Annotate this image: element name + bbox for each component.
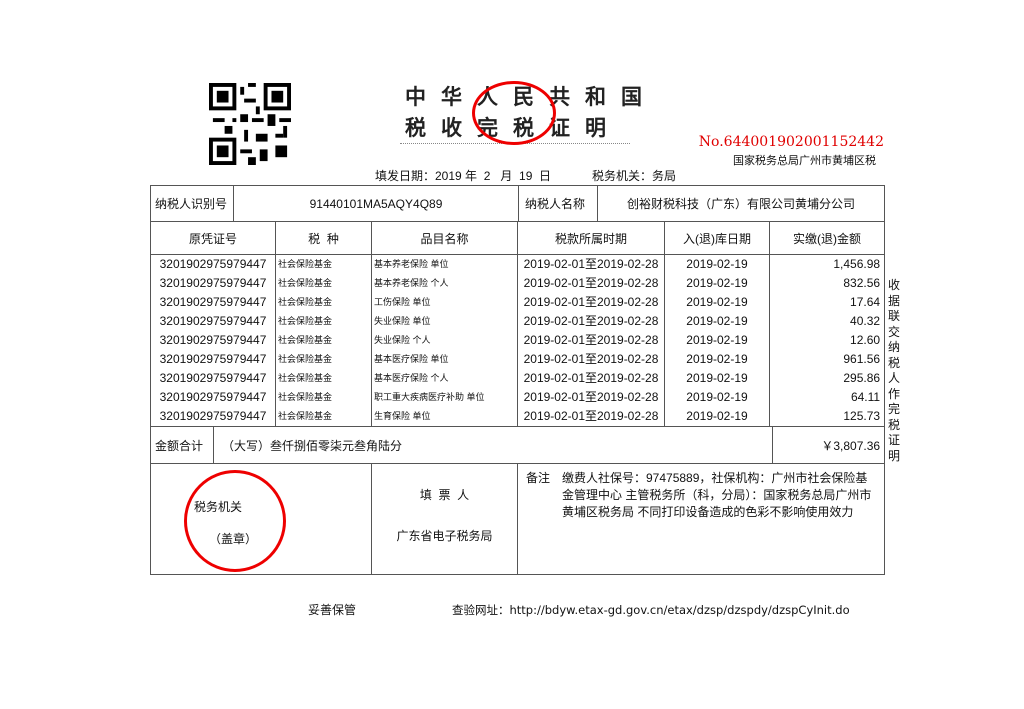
table-row: 3201902975979447 社会保险基金 基本医疗保险 个人 2019-02-0… (150, 369, 886, 388)
item-name: 基本医疗保险 个人 (371, 369, 518, 388)
col-header-amount: 实缴(退)金额 (768, 221, 886, 255)
storage-date: 2019-02-19 (664, 369, 770, 388)
tax-type: 社会保险基金 (275, 350, 372, 369)
voucher-number: 3201902975979447 (150, 407, 276, 427)
taxpayer-name: 创裕财税科技（广东）有限公司黄埔分公司 (627, 197, 856, 211)
seal-cell: 税务机关 （盖章） (150, 463, 372, 575)
table-row: 3201902975979447 社会保险基金 基本养老保险 单位 2019-02-0… (150, 254, 886, 274)
storage-date: 2019-02-19 (664, 254, 770, 274)
issue-date: 填发日期：2019 年 2 月 19 日 (375, 169, 552, 183)
item-name: 失业保险 个人 (371, 331, 518, 350)
verify-url[interactable]: 查验网址：http://bdyw.etax-gd.gov.cn/etax/dzs… (452, 603, 850, 617)
authority-seal-label: 税务机关 (194, 500, 243, 514)
tax-type: 社会保险基金 (275, 388, 372, 407)
voucher-number: 3201902975979447 (150, 254, 276, 274)
storage-date: 2019-02-19 (664, 388, 770, 407)
tax-seal-stamp (184, 470, 286, 572)
tax-period: 2019-02-01至2019-02-28 (517, 293, 665, 312)
amount: 17.64 (768, 293, 886, 312)
tax-type: 社会保险基金 (275, 274, 372, 293)
tax-period: 2019-02-01至2019-02-28 (517, 274, 665, 293)
certificate-number: No.644001902001152442 (698, 134, 884, 150)
total-amount: ￥3,807.36 (821, 438, 881, 453)
tax-period: 2019-02-01至2019-02-28 (517, 407, 665, 427)
storage-date: 2019-02-19 (664, 274, 770, 293)
col-header-date: 入(退)库日期 (664, 221, 770, 255)
voucher-number: 3201902975979447 (150, 350, 276, 369)
tax-type: 社会保险基金 (275, 331, 372, 350)
voucher-number: 3201902975979447 (150, 274, 276, 293)
item-name: 职工重大疾病医疗补助 单位 (371, 388, 518, 407)
item-name: 失业保险 单位 (371, 312, 518, 331)
tax-type: 社会保险基金 (275, 254, 372, 274)
voucher-number: 3201902975979447 (150, 293, 276, 312)
supervision-stamp (472, 81, 556, 145)
tax-period: 2019-02-01至2019-02-28 (517, 369, 665, 388)
voucher-number: 3201902975979447 (150, 388, 276, 407)
col-header-voucher: 原凭证号 (150, 221, 276, 255)
item-name: 生育保险 单位 (371, 407, 518, 427)
qr-code (209, 83, 291, 165)
col-header-period: 税款所属时期 (517, 221, 665, 255)
filler-label: 填 票 人 (419, 488, 470, 502)
tax-authority: 税务机关：务局 (592, 169, 677, 183)
storage-date: 2019-02-19 (664, 312, 770, 331)
item-name: 工伤保险 单位 (371, 293, 518, 312)
seal-note: （盖章） (209, 532, 258, 546)
remarks-text: 缴费人社保号：97475889，社保机构：广州市社会保险基金管理中心 主管税务所… (562, 471, 872, 519)
taxpayer-id-label: 纳税人识别号 (152, 186, 234, 221)
amount: 1,456.98 (768, 254, 886, 274)
amount: 64.11 (768, 388, 886, 407)
storage-date: 2019-02-19 (664, 350, 770, 369)
tax-period: 2019-02-01至2019-02-28 (517, 350, 665, 369)
voucher-number: 3201902975979447 (150, 369, 276, 388)
table-row: 3201902975979447 社会保险基金 生育保险 单位 2019-02-01至… (150, 407, 886, 427)
table-row: 3201902975979447 社会保险基金 职工重大疾病医疗补助 单位 2019-… (150, 388, 886, 407)
voucher-number: 3201902975979447 (150, 312, 276, 331)
amount: 832.56 (768, 274, 886, 293)
tax-period: 2019-02-01至2019-02-28 (517, 254, 665, 274)
col-header-tax-type: 税 种 (275, 221, 372, 255)
amount: 125.73 (768, 407, 886, 427)
keep-label: 妥善保管 (308, 603, 357, 617)
tax-period: 2019-02-01至2019-02-28 (517, 331, 665, 350)
amount: 961.56 (768, 350, 886, 369)
table-row: 3201902975979447 社会保险基金 基本养老保险 个人 2019-02-0… (150, 274, 886, 293)
taxpayer-name-label: 纳税人名称 (519, 186, 598, 221)
item-name: 基本医疗保险 单位 (371, 350, 518, 369)
amount: 40.32 (768, 312, 886, 331)
side-text: 收据联 交纳税人作完税证明 (887, 278, 900, 463)
voucher-number: 3201902975979447 (150, 331, 276, 350)
tax-type: 社会保险基金 (275, 293, 372, 312)
amount: 12.60 (768, 331, 886, 350)
table-row: 3201902975979447 社会保险基金 失业保险 个人 2019-02-01至… (150, 331, 886, 350)
item-name: 基本养老保险 个人 (371, 274, 518, 293)
tax-period: 2019-02-01至2019-02-28 (517, 388, 665, 407)
filler-name: 广东省电子税务局 (396, 529, 493, 543)
col-header-item: 品目名称 (371, 221, 518, 255)
authority-top: 国家税务总局广州市黄埔区税 (733, 154, 876, 167)
table-row: 3201902975979447 社会保险基金 失业保险 单位 2019-02-01至… (150, 312, 886, 331)
tax-period: 2019-02-01至2019-02-28 (517, 312, 665, 331)
total-in-words: （大写）叁仟捌佰零柒元叁角陆分 (214, 427, 773, 463)
total-label: 金额合计 (152, 427, 214, 463)
table-row: 3201902975979447 社会保险基金 基本医疗保险 单位 2019-02-0… (150, 350, 886, 369)
storage-date: 2019-02-19 (664, 331, 770, 350)
tax-table: 纳税人识别号 91440101MA5AQY4Q89 纳税人名称 创裕财税科技（广… (149, 185, 886, 575)
tax-type: 社会保险基金 (275, 369, 372, 388)
amount: 295.86 (768, 369, 886, 388)
item-name: 基本养老保险 单位 (371, 254, 518, 274)
tax-type: 社会保险基金 (275, 312, 372, 331)
taxpayer-id: 91440101MA5AQY4Q89 (234, 186, 519, 221)
storage-date: 2019-02-19 (664, 407, 770, 427)
tax-type: 社会保险基金 (275, 407, 372, 427)
table-row: 3201902975979447 社会保险基金 工伤保险 单位 2019-02-01至… (150, 293, 886, 312)
storage-date: 2019-02-19 (664, 293, 770, 312)
remarks-label: 备注 (526, 471, 551, 485)
